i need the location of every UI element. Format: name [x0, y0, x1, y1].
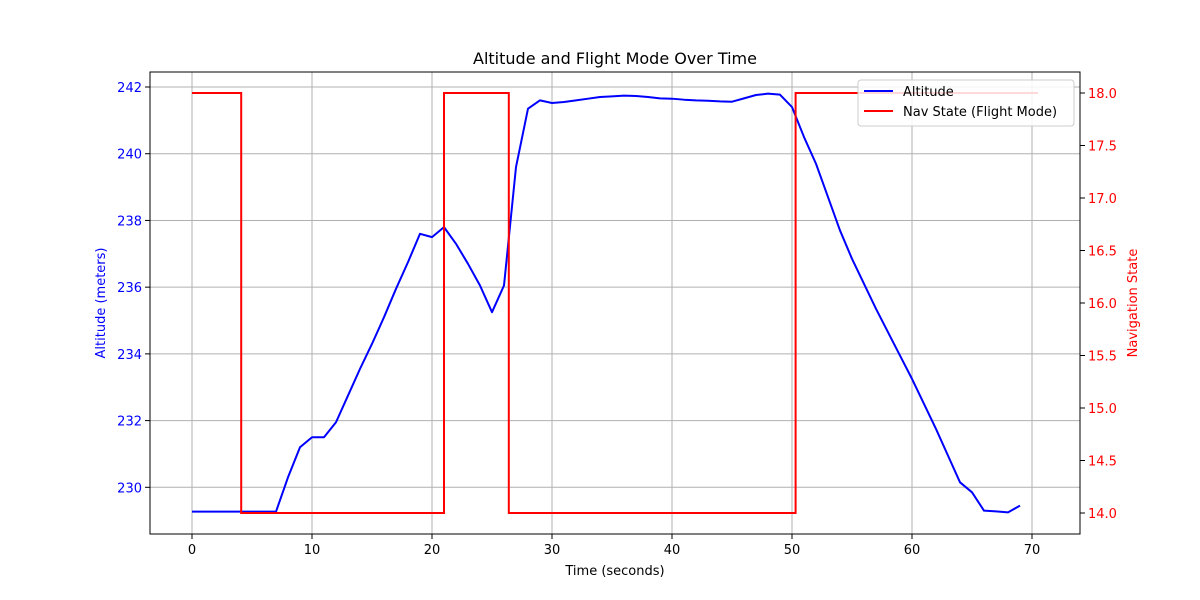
y-left-tick-label: 234 [117, 348, 142, 363]
x-tick-label: 0 [188, 543, 196, 558]
legend-label-nav-state: Nav State (Flight Mode) [903, 105, 1057, 120]
y-right-axis-ticks: 14.0 14.5 15.0 15.5 16.0 16.5 17.0 17.5 18.0 [1080, 87, 1117, 522]
data-series [192, 92, 1038, 514]
legend-box [857, 79, 1075, 127]
legend: Altitude Nav State (Flight Mode) [857, 79, 1075, 127]
y-right-tick-label: 17.0 [1088, 192, 1117, 207]
y-right-axis-label: Navigation State [1126, 249, 1141, 358]
y-right-tick-label: 14.0 [1088, 507, 1117, 522]
y-right-tick-label: 14.5 [1088, 455, 1117, 470]
y-left-tick-label: 238 [117, 214, 142, 229]
x-tick-label: 20 [424, 543, 441, 558]
x-axis-ticks: 0 10 20 30 40 50 60 70 [188, 534, 1040, 558]
grid-lines [150, 72, 1080, 534]
legend-label-altitude: Altitude [903, 85, 954, 100]
nav-state-line [192, 92, 1038, 514]
x-tick-label: 60 [904, 543, 921, 558]
x-axis-label: Time (seconds) [564, 564, 664, 579]
altitude-line [192, 92, 1021, 514]
y-right-tick-label: 16.5 [1088, 245, 1117, 260]
y-left-tick-label: 236 [117, 281, 142, 296]
x-tick-label: 30 [544, 543, 561, 558]
y-left-tick-label: 242 [117, 81, 142, 96]
y-left-tick-label: 230 [117, 481, 142, 496]
y-left-tick-label: 240 [117, 148, 142, 163]
y-right-tick-label: 15.0 [1088, 402, 1117, 417]
y-right-tick-label: 17.5 [1088, 140, 1117, 155]
x-tick-label: 70 [1024, 543, 1041, 558]
y-right-tick-label: 16.0 [1088, 297, 1117, 312]
x-tick-label: 40 [664, 543, 681, 558]
y-right-tick-label: 15.5 [1088, 350, 1117, 365]
y-right-tick-label: 18.0 [1088, 87, 1117, 102]
x-tick-label: 50 [784, 543, 801, 558]
plot-frame [149, 71, 1081, 535]
y-left-axis-label: Altitude (meters) [94, 248, 109, 359]
y-left-axis-ticks: 230 232 234 236 238 240 242 [117, 81, 150, 496]
x-tick-label: 10 [304, 543, 321, 558]
chart-title: Altitude and Flight Mode Over Time [473, 49, 757, 68]
y-left-tick-label: 232 [117, 415, 142, 430]
